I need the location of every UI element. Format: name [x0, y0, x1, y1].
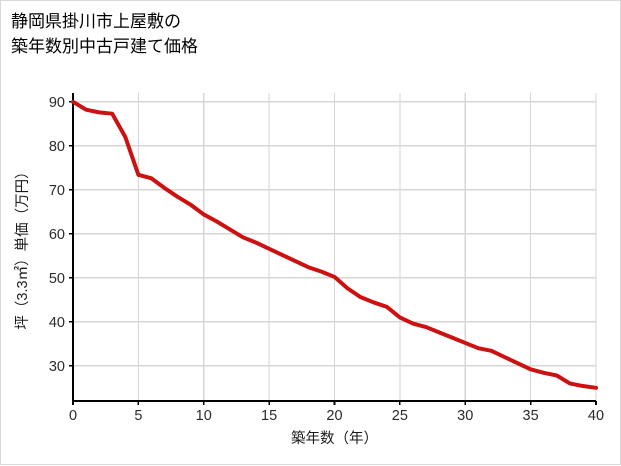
svg-text:80: 80: [49, 139, 65, 155]
price-trend-line: [71, 99, 598, 390]
svg-text:20: 20: [326, 408, 342, 424]
svg-text:90: 90: [49, 95, 65, 111]
svg-text:30: 30: [457, 408, 473, 424]
svg-text:30: 30: [49, 359, 65, 375]
svg-text:70: 70: [49, 183, 65, 199]
page-title: 静岡県掛川市上屋敷の 築年数別中古戸建て価格: [11, 12, 198, 56]
y-axis-tick-labels: 30 40 50 60 70 80 90: [49, 95, 65, 375]
x-axis-tick-labels: 0 5 10 15 20 25 30 35 40: [69, 408, 604, 424]
svg-text:25: 25: [392, 408, 408, 424]
y-axis-title: 坪（3.3㎡）単価（万円）: [14, 164, 31, 329]
svg-text:5: 5: [134, 408, 142, 424]
grid-lines: [73, 93, 597, 401]
svg-text:40: 40: [49, 315, 65, 331]
svg-text:15: 15: [261, 408, 277, 424]
svg-text:0: 0: [69, 408, 77, 424]
svg-text:10: 10: [196, 408, 212, 424]
svg-text:35: 35: [523, 408, 539, 424]
svg-text:50: 50: [49, 271, 65, 287]
svg-text:60: 60: [49, 227, 65, 243]
axis-tickmarks: [69, 101, 597, 405]
x-axis-title: 築年数（年）: [291, 429, 378, 447]
svg-text:40: 40: [588, 408, 604, 424]
